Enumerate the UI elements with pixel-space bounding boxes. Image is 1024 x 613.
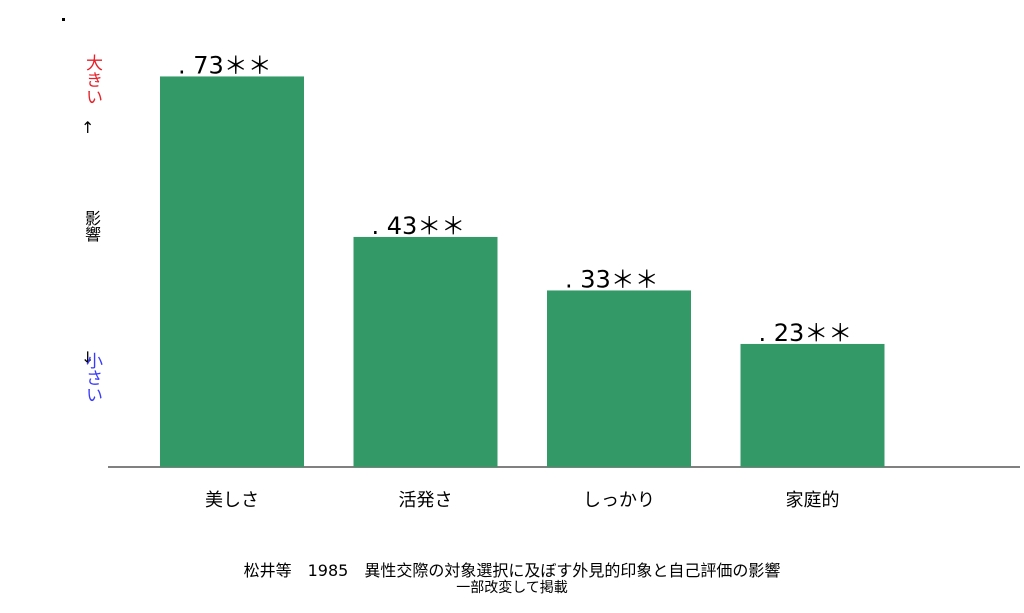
x-tick-label-4: 家庭的 (786, 490, 840, 511)
chart-caption-note: 一部改変して掲載 (456, 580, 568, 596)
y-label-influence: 影響 (82, 210, 101, 242)
x-tick-label-2: 活発さ (399, 490, 453, 511)
arrow-up-icon: ↑ (81, 118, 95, 137)
x-tick-label-1: 美しさ (205, 490, 259, 511)
bar-2 (353, 236, 498, 467)
data-label-4: . 23＊＊ (759, 319, 853, 347)
bar-4 (740, 343, 885, 467)
bar-1 (160, 76, 304, 467)
data-label-1: . 73＊＊ (178, 51, 272, 79)
bar-3 (547, 290, 691, 467)
y-label-large: 大きい (82, 54, 102, 105)
arrow-down-icon: ↓ (81, 348, 95, 367)
x-tick-label-3: しっかり (583, 490, 655, 511)
stray-dot (62, 18, 65, 21)
data-label-2: . 43＊＊ (372, 212, 466, 240)
chart-caption-source: 松井等 1985 異性交際の対象選択に及ぼす外見的印象と自己評価の影響 (243, 561, 781, 580)
y-label-small: 小さい (82, 352, 102, 403)
data-label-3: . 33＊＊ (565, 265, 659, 293)
